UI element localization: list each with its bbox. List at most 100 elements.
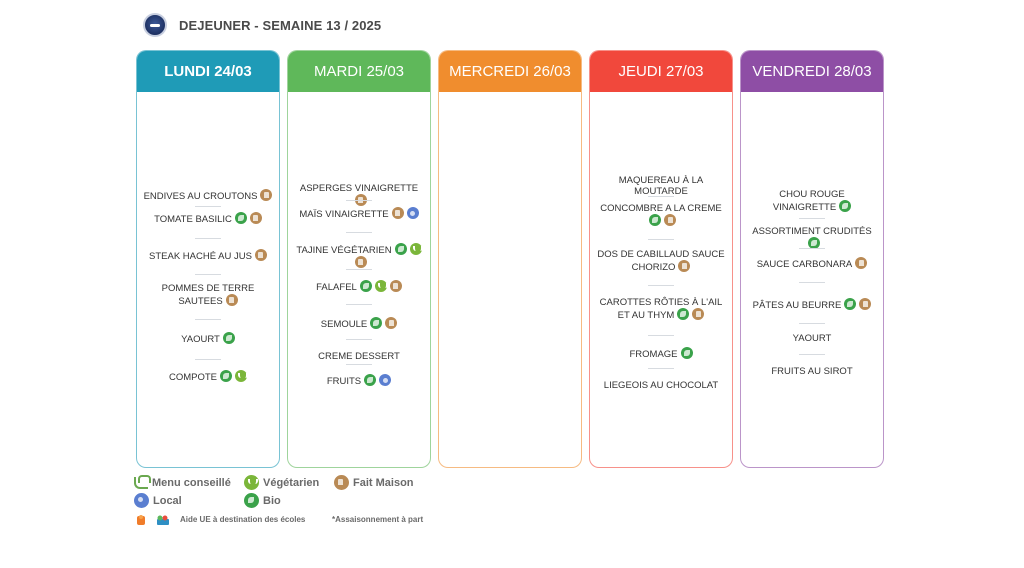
divider bbox=[195, 206, 221, 207]
organic-icon bbox=[370, 317, 383, 329]
menu-item-label: STEAK HACHÉ AU JUS bbox=[149, 251, 252, 262]
day-menu-mardi: ASPERGES VINAIGRETTE MAÏS VINAIGRETTE TAJI… bbox=[288, 92, 430, 467]
legend-local: Local bbox=[134, 493, 182, 508]
menu-item-label: LIEGEOIS AU CHOCOLAT bbox=[603, 380, 719, 391]
legend-fait-maison: Fait Maison bbox=[334, 475, 414, 490]
menu-item: SEMOULE bbox=[294, 317, 424, 330]
page-title: DEJEUNER - SEMAINE 13 / 2025 bbox=[179, 17, 382, 33]
menu-item-label: CONCOMBRE A LA CREME bbox=[600, 203, 722, 214]
menu-item: POMMES DE TERRE SAUTEES bbox=[143, 283, 273, 307]
organic-icon bbox=[234, 212, 247, 224]
menu-item: YAOURT bbox=[747, 333, 877, 344]
homemade-icon bbox=[678, 260, 691, 272]
menu-item-label: FROMAGE bbox=[629, 349, 678, 360]
day-column-mercredi: MERCREDI 26/03 bbox=[438, 50, 582, 468]
menu-item-label: MAQUEREAU À LA MOUTARDE bbox=[618, 175, 704, 197]
divider bbox=[346, 339, 372, 340]
menu-item-label: YAOURT bbox=[792, 333, 832, 344]
local-icon bbox=[406, 207, 419, 219]
menu-item: CHOU ROUGE VINAIGRETTE bbox=[747, 189, 877, 213]
day-menu-jeudi: MAQUEREAU À LA MOUTARDE CONCOMBRE A LA CR… bbox=[590, 92, 732, 467]
menu-item: MAÏS VINAIGRETTE bbox=[294, 207, 424, 220]
menu-conseille-icon bbox=[134, 475, 151, 489]
divider bbox=[346, 200, 372, 201]
menu-item: DOS DE CABILLAUD SAUCE CHORIZO bbox=[596, 249, 726, 273]
menu-item-label: TAJINE VÉGÉTARIEN bbox=[296, 245, 392, 256]
day-header-lundi: LUNDI 24/03 bbox=[137, 51, 279, 92]
divider bbox=[799, 282, 825, 283]
menu-item-label: ASSORTIMENT CRUDITÉS bbox=[752, 226, 872, 237]
day-header-jeudi: JEUDI 27/03 bbox=[590, 51, 732, 92]
homemade-icon bbox=[385, 317, 398, 329]
legend-vegetarien: Végétarien bbox=[244, 475, 319, 490]
homemade-icon bbox=[249, 212, 262, 224]
eu-milk-icon bbox=[135, 513, 147, 525]
menu-item: YAOURT bbox=[143, 332, 273, 345]
day-column-lundi: LUNDI 24/03 ENDIVES AU CROUTONS TOMATE BA… bbox=[136, 50, 280, 468]
seasoning-note: *Assaisonnement à part bbox=[332, 515, 424, 524]
day-header-vendredi: VENDREDI 28/03 bbox=[741, 51, 883, 92]
homemade-icon bbox=[334, 475, 349, 490]
local-icon bbox=[379, 374, 392, 386]
divider bbox=[799, 354, 825, 355]
day-menu-mercredi bbox=[439, 92, 581, 467]
menu-item-label: FRUITS AU SIROT bbox=[771, 366, 853, 377]
menu-item-label: TOMATE BASILIC bbox=[154, 214, 232, 225]
menu-item: TAJINE VÉGÉTARIEN bbox=[294, 243, 424, 269]
organic-icon bbox=[222, 332, 235, 344]
local-icon bbox=[134, 493, 149, 508]
menu-item-label: FALAFEL bbox=[316, 282, 357, 293]
organic-icon bbox=[677, 308, 690, 320]
divider bbox=[346, 304, 372, 305]
menu-item-label: POMMES DE TERRE SAUTEES bbox=[161, 283, 255, 307]
menu-item: FRUITS AU SIROT bbox=[747, 366, 877, 377]
homemade-icon bbox=[391, 207, 404, 219]
organic-icon bbox=[394, 243, 407, 255]
organic-icon bbox=[364, 374, 377, 386]
menu-item-label: SAUCE CARBONARA bbox=[756, 259, 853, 270]
organic-icon bbox=[359, 280, 372, 292]
menu-item: FRUITS bbox=[294, 374, 424, 387]
menu-item: COMPOTE bbox=[143, 370, 273, 383]
menu-item-label: CREME DESSERT bbox=[318, 351, 400, 362]
organic-icon bbox=[844, 298, 857, 310]
menu-item: FALAFEL bbox=[294, 280, 424, 293]
divider bbox=[648, 196, 674, 197]
divider bbox=[195, 274, 221, 275]
organic-icon bbox=[244, 493, 259, 508]
divider bbox=[648, 368, 674, 369]
menu-item: ASSORTIMENT CRUDITÉS bbox=[747, 226, 877, 250]
page-header: DEJEUNER - SEMAINE 13 / 2025 bbox=[143, 12, 381, 38]
day-column-vendredi: VENDREDI 28/03 CHOU ROUGE VINAIGRETTE ASS… bbox=[740, 50, 884, 468]
menu-item-label: DOS DE CABILLAUD SAUCE CHORIZO bbox=[597, 249, 725, 273]
menu-item: CONCOMBRE A LA CREME bbox=[596, 203, 726, 227]
day-header-mardi: MARDI 25/03 bbox=[288, 51, 430, 92]
legend-label: Local bbox=[153, 494, 182, 507]
homemade-icon bbox=[225, 294, 238, 306]
menu-item: PÂTES AU BEURRE bbox=[747, 298, 877, 311]
homemade-icon bbox=[664, 214, 676, 226]
vegetarian-icon bbox=[374, 280, 388, 292]
menu-item-label: PÂTES AU BEURRE bbox=[752, 300, 842, 311]
legend-bio: Bio bbox=[244, 493, 281, 508]
day-menu-lundi: ENDIVES AU CROUTONS TOMATE BASILIC STEAK H… bbox=[137, 92, 279, 467]
divider bbox=[799, 218, 825, 219]
day-header-mercredi: MERCREDI 26/03 bbox=[439, 51, 581, 92]
legend-label: Fait Maison bbox=[353, 476, 414, 489]
school-logo-icon bbox=[143, 13, 167, 37]
menu-item-label: MAÏS VINAIGRETTE bbox=[299, 209, 389, 220]
eu-fruit-icon bbox=[156, 513, 169, 525]
divider bbox=[195, 359, 221, 360]
divider bbox=[648, 285, 674, 286]
menu-item: ENDIVES AU CROUTONS bbox=[143, 189, 273, 202]
divider bbox=[346, 232, 372, 233]
divider bbox=[799, 323, 825, 324]
divider bbox=[799, 248, 825, 249]
divider bbox=[195, 238, 221, 239]
eu-aid-note: Aide UE à destination des écoles bbox=[180, 515, 306, 524]
menu-item: LIEGEOIS AU CHOCOLAT bbox=[596, 380, 726, 391]
organic-icon bbox=[649, 214, 661, 226]
homemade-icon bbox=[260, 189, 273, 201]
menu-item-label: ASPERGES VINAIGRETTE bbox=[299, 183, 419, 194]
homemade-icon bbox=[855, 257, 868, 269]
